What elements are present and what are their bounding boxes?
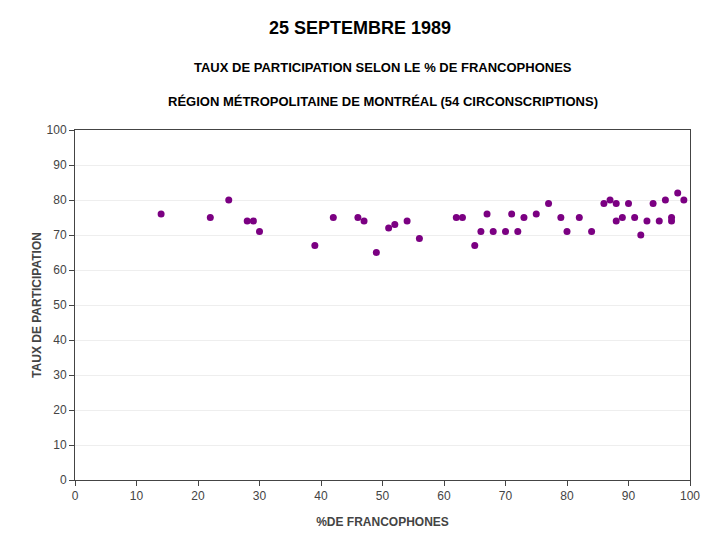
svg-text:90: 90 xyxy=(622,489,636,503)
svg-text:80: 80 xyxy=(53,193,67,207)
svg-text:70: 70 xyxy=(53,228,67,242)
svg-text:100: 100 xyxy=(680,489,700,503)
svg-text:100: 100 xyxy=(47,123,67,137)
svg-text:50: 50 xyxy=(376,489,390,503)
svg-text:TAUX DE PARTICIPATION SELON LE: TAUX DE PARTICIPATION SELON LE % DE FRAN… xyxy=(194,60,572,75)
svg-text:20: 20 xyxy=(191,489,205,503)
svg-text:0: 0 xyxy=(72,489,79,503)
svg-text:70: 70 xyxy=(499,489,513,503)
svg-text:10: 10 xyxy=(53,438,67,452)
svg-text:TAUX DE PARTICIPATION: TAUX DE PARTICIPATION xyxy=(30,232,44,378)
svg-text:20: 20 xyxy=(53,403,67,417)
svg-text:60: 60 xyxy=(53,263,67,277)
svg-text:10: 10 xyxy=(130,489,144,503)
svg-text:RÉGION MÉTROPOLITAINE DE MONTR: RÉGION MÉTROPOLITAINE DE MONTRÉAL (54 CI… xyxy=(168,94,598,109)
svg-text:30: 30 xyxy=(253,489,267,503)
svg-text:40: 40 xyxy=(53,333,67,347)
svg-text:90: 90 xyxy=(53,158,67,172)
svg-text:0: 0 xyxy=(60,473,67,487)
svg-text:40: 40 xyxy=(314,489,328,503)
svg-text:30: 30 xyxy=(53,368,67,382)
svg-text:80: 80 xyxy=(560,489,574,503)
svg-text:%DE FRANCOPHONES: %DE FRANCOPHONES xyxy=(316,515,449,529)
svg-text:50: 50 xyxy=(53,298,67,312)
svg-text:25 SEPTEMBRE 1989: 25 SEPTEMBRE 1989 xyxy=(269,18,451,38)
svg-text:60: 60 xyxy=(437,489,451,503)
